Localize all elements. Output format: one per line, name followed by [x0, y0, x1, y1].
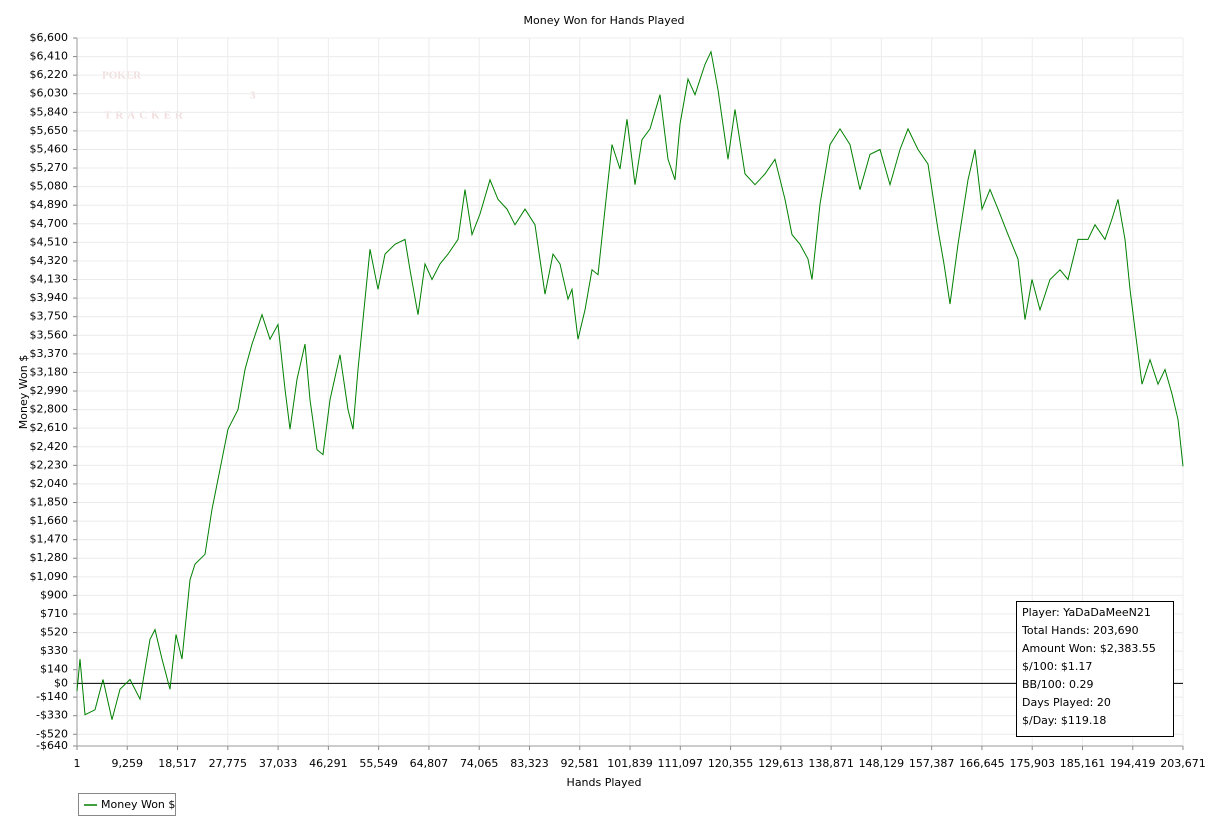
info-line: Days Played: 20 — [1022, 696, 1111, 709]
y-tick-label: $2,990 — [30, 384, 69, 397]
y-tick-label: $2,230 — [30, 458, 69, 471]
x-tick-label: 129,613 — [758, 757, 804, 770]
x-tick-label: 92,581 — [560, 757, 599, 770]
y-tick-label: $4,320 — [30, 254, 69, 267]
y-tick-label: $710 — [40, 607, 68, 620]
x-tick-label: 64,807 — [410, 757, 449, 770]
y-tick-label: $330 — [40, 644, 68, 657]
x-tick-label: 101,839 — [607, 757, 653, 770]
x-tick-label: 194,419 — [1110, 757, 1156, 770]
legend-frame — [78, 793, 176, 816]
y-tick-label: $5,460 — [30, 142, 69, 155]
x-tick-label: 74,065 — [460, 757, 499, 770]
info-line: $/100: $1.17 — [1022, 660, 1092, 673]
y-tick-label: $6,600 — [30, 31, 69, 44]
info-line: Amount Won: $2,383.55 — [1022, 642, 1156, 655]
y-tick-label: $1,470 — [30, 533, 69, 546]
x-axis-label: Hands Played — [567, 776, 642, 789]
info-box-frame — [1016, 601, 1174, 737]
y-tick-label: $3,750 — [30, 310, 69, 323]
y-tick-label: $1,090 — [30, 570, 69, 583]
x-tick-label: 55,549 — [359, 757, 398, 770]
y-tick-label: $1,850 — [30, 496, 69, 509]
x-tick-label: 46,291 — [309, 757, 348, 770]
y-tick-label: -$330 — [36, 709, 68, 722]
y-tick-label: $3,370 — [30, 347, 69, 360]
info-line: Player: YaDaDaMeeN21 — [1022, 606, 1151, 619]
y-tick-label: $1,280 — [30, 551, 69, 564]
watermark-text: TRACKER — [104, 110, 187, 122]
y-tick-label: $5,270 — [30, 161, 69, 174]
y-tick-label: $2,040 — [30, 477, 69, 490]
info-line: Total Hands: 203,690 — [1021, 624, 1139, 637]
info-line: BB/100: 0.29 — [1022, 678, 1094, 691]
y-tick-label: $3,940 — [30, 291, 69, 304]
y-tick-label: $4,130 — [30, 273, 69, 286]
y-tick-label: $1,660 — [30, 514, 69, 527]
y-tick-label: $5,080 — [30, 180, 69, 193]
x-tick-label: 120,355 — [708, 757, 754, 770]
y-tick-label: $520 — [40, 626, 68, 639]
x-tick-label: 138,871 — [808, 757, 854, 770]
y-tick-label: $4,700 — [30, 217, 69, 230]
y-tick-label: -$140 — [36, 690, 68, 703]
y-tick-label: $0 — [54, 676, 68, 689]
x-tick-label: 37,033 — [259, 757, 298, 770]
y-tick-label: $5,840 — [30, 105, 69, 118]
y-tick-label: $2,610 — [30, 421, 69, 434]
chart-title: Money Won for Hands Played — [524, 14, 685, 27]
y-tick-label: $3,180 — [30, 365, 69, 378]
x-tick-label: 166,645 — [959, 757, 1005, 770]
y-tick-label: $5,650 — [30, 124, 69, 137]
x-tick-label: 83,323 — [510, 757, 549, 770]
y-tick-label: $6,220 — [30, 68, 69, 81]
y-tick-label: $4,890 — [30, 198, 69, 211]
x-tick-label: 157,387 — [909, 757, 955, 770]
y-tick-label: $2,800 — [30, 403, 69, 416]
y-tick-label: $2,420 — [30, 440, 69, 453]
x-tick-label: 175,903 — [1009, 757, 1055, 770]
y-tick-label: $6,030 — [30, 87, 69, 100]
y-tick-label: -$520 — [36, 727, 68, 740]
info-box: Player: YaDaDaMeeN21 Total Hands: 203,690… — [1016, 601, 1174, 737]
y-tick-label: $3,560 — [30, 328, 69, 341]
y-tick-label: $140 — [40, 663, 68, 676]
legend-label: Money Won $ — [101, 798, 175, 811]
x-tick-label: 9,259 — [112, 757, 144, 770]
info-line: $/Day: $119.18 — [1022, 714, 1106, 727]
x-tick-label: 111,097 — [658, 757, 704, 770]
y-tick-label: -$640 — [36, 739, 68, 752]
data-line — [76, 50, 1184, 720]
legend: Money Won $ — [78, 793, 176, 816]
x-tick-label: 203,671 — [1160, 757, 1206, 770]
y-tick-label: $6,410 — [30, 50, 69, 63]
y-tick-label: $900 — [40, 588, 68, 601]
y-axis-label: Money Won $ — [17, 355, 30, 429]
y-tick-label: $4,510 — [30, 235, 69, 248]
x-tick-label: 27,775 — [209, 757, 248, 770]
x-tick-label: 148,129 — [859, 757, 905, 770]
x-tick-label: 1 — [74, 757, 81, 770]
x-tick-label: 18,517 — [158, 757, 197, 770]
watermark-text: 3 — [250, 90, 256, 102]
x-tick-label: 185,161 — [1060, 757, 1106, 770]
